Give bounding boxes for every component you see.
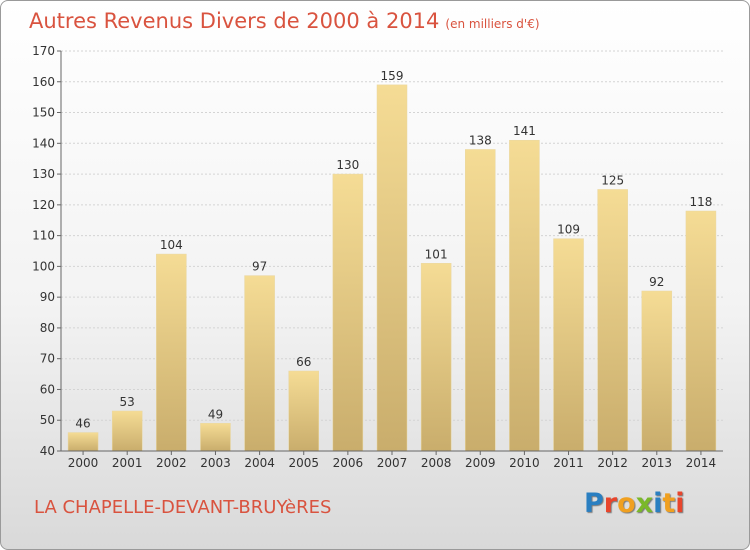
bar-value-label: 104 <box>160 238 183 252</box>
x-tick-label: 2005 <box>288 456 319 470</box>
x-tick-label: 2013 <box>642 456 673 470</box>
logo-letter: P <box>584 488 604 519</box>
bars: 46 53 104 49 97 66 130 159 101 138 141 109 125 92 118 <box>67 69 717 452</box>
bar <box>420 263 452 452</box>
bar-value-label: 138 <box>469 133 492 147</box>
y-tick-label: 60 <box>40 382 55 396</box>
logo-letter: x <box>635 488 654 519</box>
chart-title-unit: (en milliers d'€) <box>445 17 540 31</box>
logo-letter: r <box>603 488 618 519</box>
x-axis-ticks: 2000 2001 2002 2003 2004 2005 2006 2007 2008 2009… <box>68 451 716 470</box>
bar-value-label: 159 <box>381 69 404 83</box>
x-tick-label: 2009 <box>465 456 496 470</box>
x-tick-label: 2012 <box>597 456 628 470</box>
bar-value-label: 92 <box>649 275 664 289</box>
bar-value-label: 130 <box>336 158 359 172</box>
logo-letter: o <box>617 488 636 519</box>
bar <box>332 173 364 452</box>
y-tick-label: 140 <box>32 136 55 150</box>
bar <box>156 253 187 452</box>
x-tick-label: 2007 <box>377 456 408 470</box>
bar-value-label: 46 <box>75 417 90 431</box>
bar <box>376 84 408 452</box>
chart-title-text: Autres Revenus Divers de 2000 à 2014 <box>29 9 440 33</box>
bar <box>641 290 673 452</box>
y-tick-label: 50 <box>40 413 55 427</box>
y-tick-label: 80 <box>40 321 55 335</box>
bar <box>553 238 584 452</box>
y-tick-label: 100 <box>32 259 55 273</box>
y-tick-label: 120 <box>32 198 55 212</box>
bar <box>465 149 496 452</box>
bar <box>111 410 143 452</box>
axes <box>60 51 723 452</box>
commune-name: LA CHAPELLE-DEVANT-BRUYèRES <box>34 497 332 518</box>
x-tick-label: 2001 <box>112 456 143 470</box>
bar <box>597 189 628 452</box>
proxiti-logo: Proxiti <box>584 488 685 519</box>
bar <box>67 432 99 452</box>
bar <box>509 139 540 452</box>
x-tick-label: 2008 <box>421 456 452 470</box>
x-tick-label: 2006 <box>333 456 364 470</box>
logo-letter: t <box>662 488 676 519</box>
bar <box>244 275 275 452</box>
bar-value-label: 109 <box>557 223 580 237</box>
y-tick-label: 90 <box>40 290 55 304</box>
bar-value-label: 101 <box>425 247 448 261</box>
x-tick-label: 2014 <box>686 456 717 470</box>
x-tick-label: 2000 <box>68 456 99 470</box>
bar-value-label: 141 <box>513 124 536 138</box>
x-tick-label: 2004 <box>244 456 275 470</box>
y-axis-ticks: 40 50 60 70 80 90 100 110 120 130 140 150 160 170 <box>32 44 61 458</box>
y-tick-label: 150 <box>32 106 55 120</box>
bar <box>288 370 319 452</box>
bar <box>200 423 231 452</box>
bar-value-label: 118 <box>689 195 712 209</box>
x-tick-label: 2011 <box>553 456 584 470</box>
logo-letter: i <box>675 488 685 519</box>
bar <box>685 210 717 452</box>
logo-letter: i <box>653 488 663 519</box>
bar-value-label: 53 <box>120 395 135 409</box>
x-tick-label: 2003 <box>200 456 231 470</box>
x-tick-label: 2002 <box>156 456 187 470</box>
bar-value-label: 97 <box>252 260 267 274</box>
bar-value-label: 125 <box>601 173 624 187</box>
y-tick-label: 170 <box>32 44 55 58</box>
y-tick-label: 110 <box>32 229 55 243</box>
y-tick-label: 70 <box>40 352 55 366</box>
y-tick-label: 160 <box>32 75 55 89</box>
bar-value-label: 49 <box>208 407 223 421</box>
bar-value-label: 66 <box>296 355 311 369</box>
y-tick-label: 40 <box>40 444 55 458</box>
chart-title: Autres Revenus Divers de 2000 à 2014 (en … <box>29 9 540 33</box>
x-tick-label: 2010 <box>509 456 540 470</box>
y-tick-label: 130 <box>32 167 55 181</box>
